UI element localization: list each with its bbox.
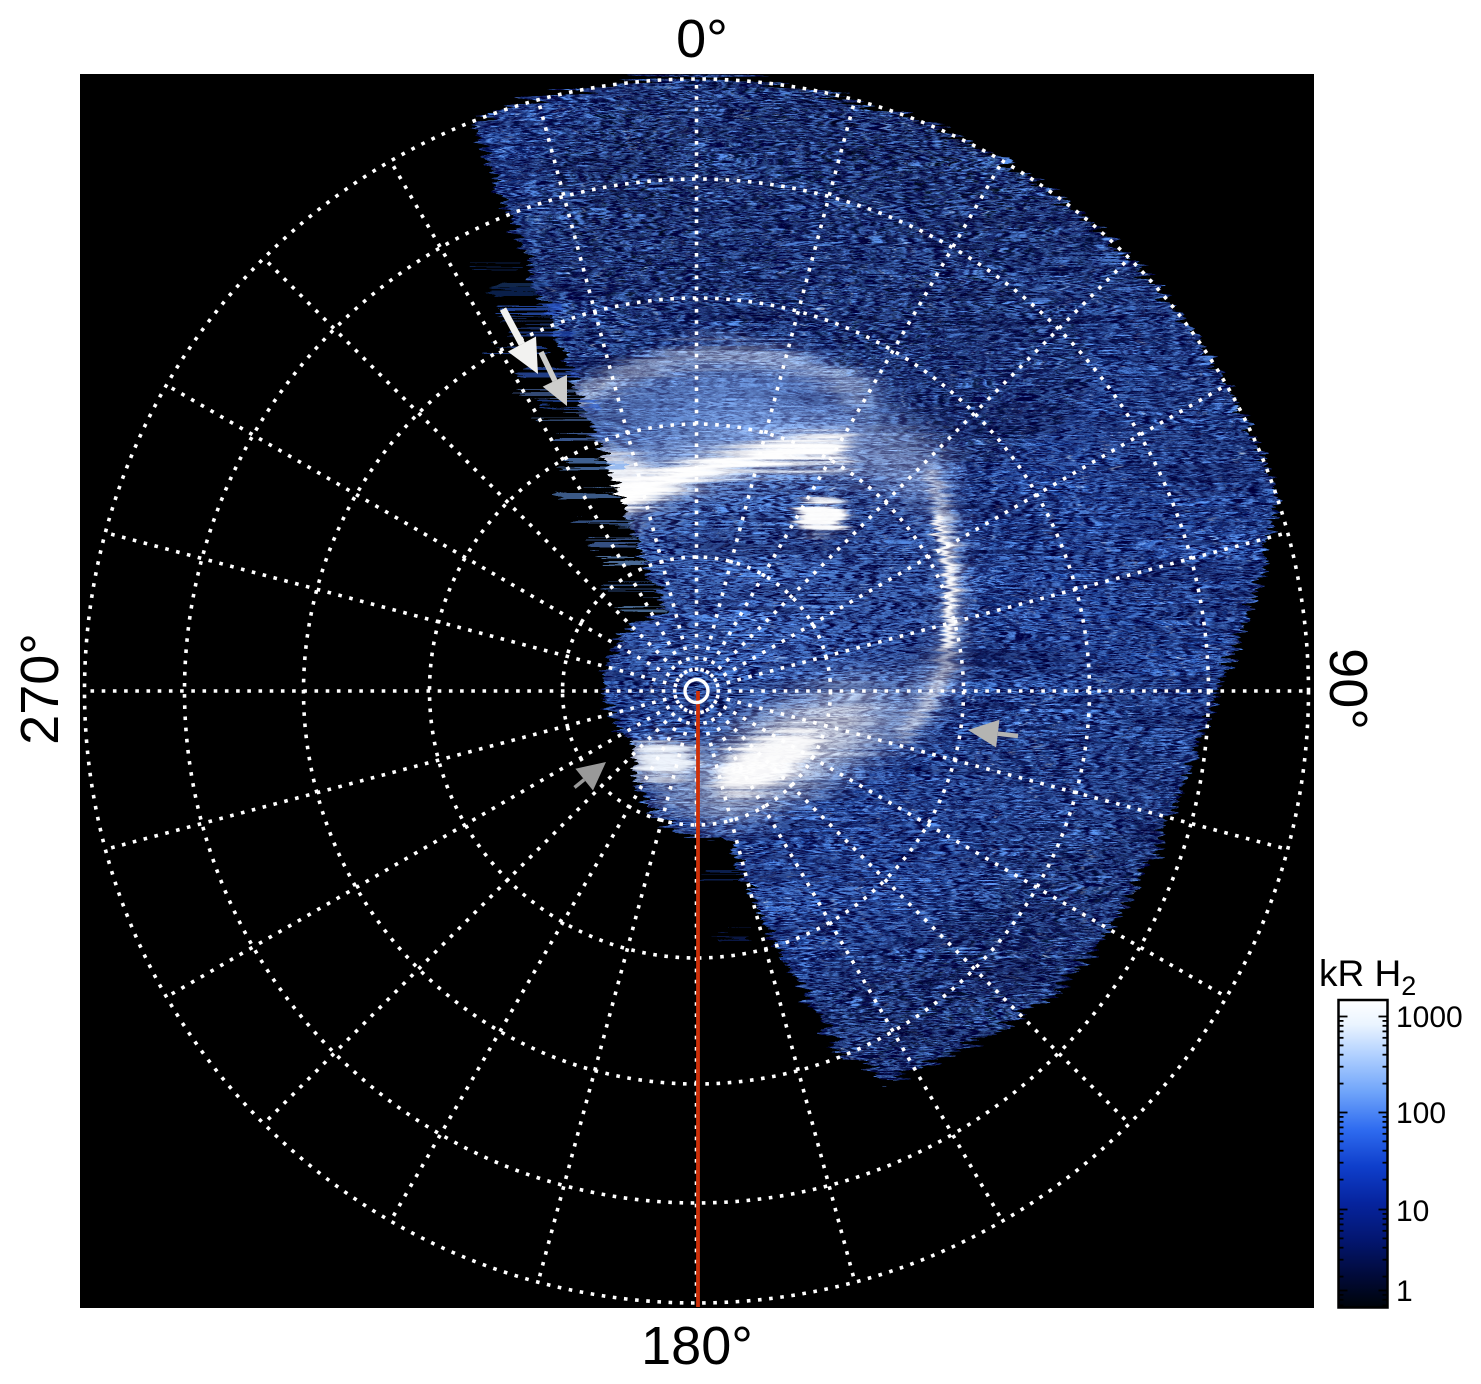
svg-text:1000: 1000 [1396, 1001, 1463, 1034]
svg-text:90°: 90° [1318, 648, 1378, 730]
svg-text:kR H2: kR H2 [1319, 953, 1416, 1001]
svg-text:180°: 180° [641, 1316, 753, 1376]
svg-text:100: 100 [1396, 1097, 1446, 1130]
svg-text:1: 1 [1396, 1275, 1413, 1308]
svg-text:0°: 0° [676, 9, 728, 69]
svg-text:10: 10 [1396, 1195, 1429, 1228]
svg-text:270°: 270° [10, 633, 70, 745]
